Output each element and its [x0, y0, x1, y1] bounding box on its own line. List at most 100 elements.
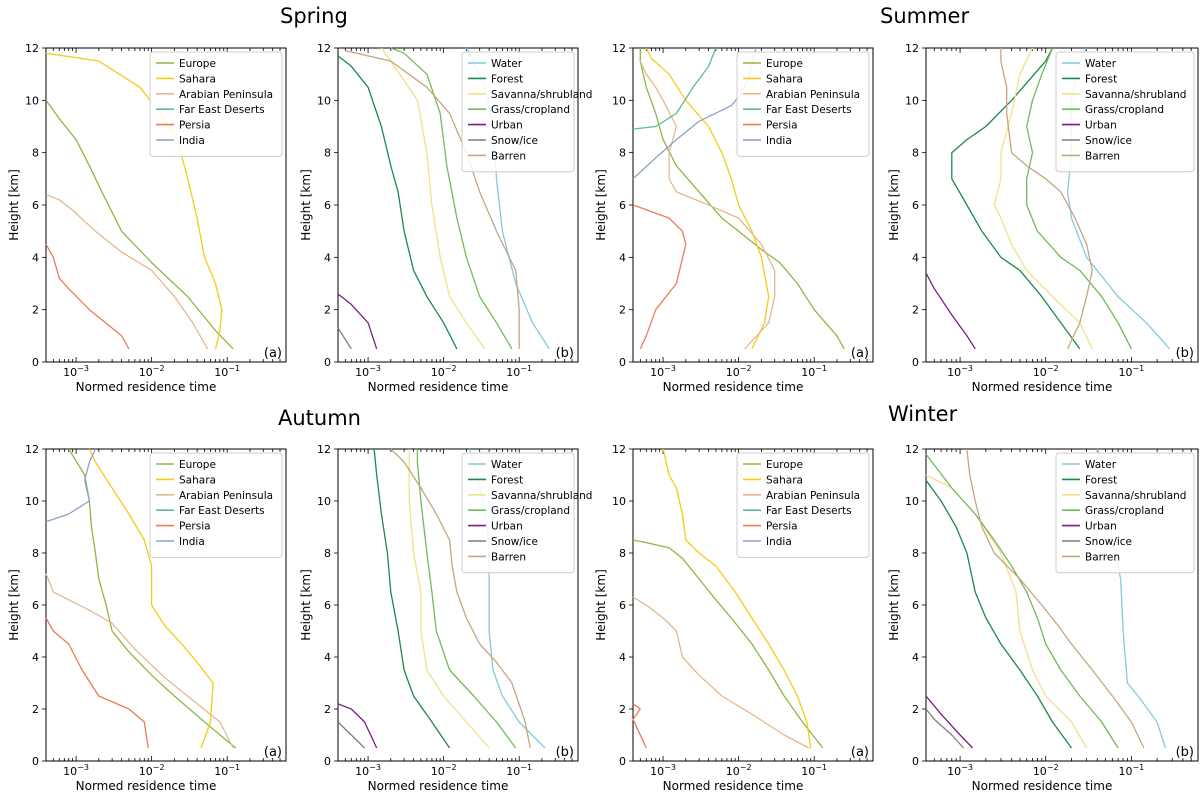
y-tick-label: 2 [912, 703, 919, 716]
panel-2: 10−3 10−2 10−1 0 2 4 6 8 10 12 Normed residence ti… [299, 42, 592, 394]
panel-label: (a) [264, 346, 282, 361]
series-line-snow-ice [337, 327, 352, 350]
legend-label: Snow/ice [1085, 135, 1132, 147]
legend: Europe Sahara Arabian Peninsula Far East De… [149, 452, 283, 558]
panel-6: 10−3 10−2 10−1 0 2 4 6 8 10 12 Normed residence ti… [299, 443, 592, 793]
y-tick-label: 12 [317, 443, 331, 456]
legend-label: Persia [766, 521, 798, 533]
series-line-sahara [88, 448, 214, 749]
legend-label: Far East Deserts [179, 104, 265, 116]
x-axis-label: Normed residence time [663, 779, 804, 793]
y-tick-label: 10 [905, 495, 919, 508]
series-line-grass-cropland [1026, 47, 1132, 350]
legend-label: India [179, 536, 205, 548]
series-line-barren [966, 448, 1145, 749]
legend-label: Grass/cropland [1085, 505, 1164, 517]
y-tick-label: 4 [619, 251, 626, 264]
season-title-winter: Winter [888, 402, 958, 426]
legend-box [149, 51, 283, 157]
series-line-forest [373, 448, 451, 749]
legend-label: Far East Deserts [766, 104, 852, 116]
y-tick-label: 8 [324, 547, 331, 560]
legend-label: Savanna/shrubland [1085, 490, 1186, 502]
y-tick-label: 0 [32, 356, 39, 369]
x-axis-label: Normed residence time [76, 779, 217, 793]
legend-label: Savanna/shrubland [491, 89, 592, 101]
legend-label: Forest [1085, 73, 1117, 85]
y-tick-label: 6 [619, 599, 626, 612]
x-axis-label: Normed residence time [663, 380, 804, 394]
y-tick-label: 12 [25, 443, 39, 456]
x-tick-label: 10−3 [355, 763, 381, 778]
series-line-snow-ice [337, 721, 366, 749]
panel-label: (a) [851, 346, 869, 361]
series-line-arabian-peninsula [639, 60, 776, 350]
y-axis-label: Height [km] [887, 569, 901, 640]
y-tick-label: 12 [317, 42, 331, 55]
legend-label: Snow/ice [491, 135, 538, 147]
y-tick-label: 8 [619, 547, 626, 560]
legend-label: Arabian Peninsula [179, 490, 273, 502]
x-tick-label: 10−3 [355, 364, 381, 379]
y-axis-label: Height [km] [299, 169, 313, 240]
panel-8: 10−3 10−2 10−1 0 2 4 6 8 10 12 Normed residence ti… [887, 443, 1199, 793]
legend-box [736, 452, 870, 558]
y-tick-label: 8 [619, 147, 626, 160]
legend-label: Europe [179, 459, 216, 471]
series-line-arabian-peninsula [45, 193, 209, 350]
y-tick-label: 12 [25, 42, 39, 55]
series-line-barren [1000, 48, 1093, 350]
legend: Water Forest Savanna/shrubland Grass/cropla… [461, 452, 592, 574]
legend-label: India [179, 135, 205, 147]
x-tick-label: 10−2 [139, 763, 165, 778]
x-tick-label: 10−3 [947, 763, 973, 778]
y-tick-label: 2 [912, 304, 919, 317]
y-tick-label: 2 [324, 703, 331, 716]
y-tick-label: 0 [324, 755, 331, 768]
legend-box [1055, 51, 1195, 173]
series-line-urban [925, 272, 976, 350]
series-line-savanna-shrubland [408, 449, 490, 749]
series-line-savanna-shrubland [993, 47, 1093, 350]
y-tick-label: 2 [32, 304, 39, 317]
legend-label: Snow/ice [491, 536, 538, 548]
legend-label: Arabian Peninsula [766, 89, 860, 101]
legend-label: Savanna/shrubland [491, 490, 592, 502]
panel-label: (b) [556, 745, 574, 760]
legend-label: Persia [766, 120, 798, 132]
series-line-grass-cropland [925, 453, 1119, 749]
legend-label: Savanna/shrubland [1085, 89, 1186, 101]
y-tick-label: 10 [25, 495, 39, 508]
series-line-urban [337, 293, 378, 350]
legend-label: India [766, 135, 792, 147]
x-tick-label: 10−2 [431, 763, 457, 778]
legend-label: Water [491, 58, 523, 70]
y-tick-label: 8 [912, 547, 919, 560]
series-line-europe [45, 99, 234, 350]
y-tick-label: 0 [619, 755, 626, 768]
y-tick-label: 2 [324, 304, 331, 317]
series-line-europe [632, 539, 824, 749]
x-tick-label: 10−2 [726, 763, 752, 778]
legend-label: Barren [1085, 551, 1120, 563]
series-line-far-east-deserts [632, 47, 717, 130]
legend-label: Urban [491, 120, 523, 132]
y-tick-label: 6 [912, 199, 919, 212]
x-axis-label: Normed residence time [76, 380, 217, 394]
legend-label: Urban [1085, 521, 1117, 533]
legend-label: Grass/cropland [491, 505, 570, 517]
legend-box [461, 452, 575, 574]
y-tick-label: 2 [619, 703, 626, 716]
x-tick-label: 10−2 [431, 364, 457, 379]
legend-box [736, 51, 870, 157]
legend-label: Forest [491, 474, 523, 486]
series-line-india [45, 448, 96, 523]
y-tick-label: 0 [32, 755, 39, 768]
legend-label: Sahara [179, 73, 216, 85]
y-tick-label: 2 [32, 703, 39, 716]
x-tick-label: 10−1 [1118, 763, 1144, 778]
y-tick-label: 6 [324, 599, 331, 612]
series-line-forest [925, 479, 1073, 749]
season-title-spring: Spring [280, 4, 348, 28]
x-tick-label: 10−2 [139, 364, 165, 379]
